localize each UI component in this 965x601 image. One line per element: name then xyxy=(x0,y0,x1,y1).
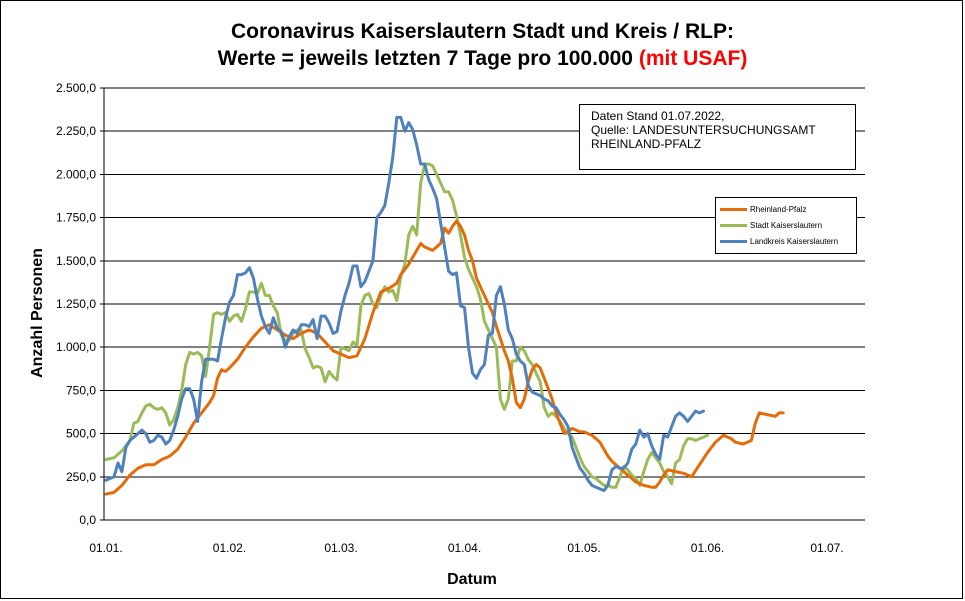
y-tick-label-2: 500,0 xyxy=(66,427,96,441)
series-line-landkreis xyxy=(104,115,705,493)
x-tick-label-3: 01.04. xyxy=(448,541,481,555)
note-line-1: Daten Stand 01.07.2022, xyxy=(591,109,725,123)
x-tick-labels: 01.01. 01.02. 01.03. 01.04. 01.05. 01.06. 01.0… xyxy=(89,541,843,555)
series-line-rlp xyxy=(104,219,785,496)
legend-swatch-rlp xyxy=(720,207,747,211)
chart-title-line1: Coronavirus Kaiserslautern Stadt und Kre… xyxy=(231,20,734,43)
chart-title-highlight: (mit USAF) xyxy=(638,47,748,70)
x-tick-label-1: 01.02. xyxy=(213,541,246,555)
y-tick-label-1: 250,0 xyxy=(66,470,96,484)
x-tick-label-0: 01.01. xyxy=(89,541,122,555)
legend-item-stadt: Stadt Kaiserslautern xyxy=(720,217,856,233)
y-tick-labels: 0,0 250,0 500,0 750,0 1.000,0 1.250,0 1.500,0 1… xyxy=(56,81,96,527)
y-tick-label-9: 2.250,0 xyxy=(56,124,96,138)
legend-label-landkreis: Landkreis Kaiserslautern xyxy=(750,236,839,246)
legend-item-landkreis: Landkreis Kaiserslautern xyxy=(720,233,856,249)
legend-item-rlp: Rheinland-Pfalz xyxy=(720,201,856,217)
gridlines xyxy=(100,87,865,521)
y-tick-label-5: 1.250,0 xyxy=(56,297,96,311)
x-axis-label: Datum xyxy=(447,571,497,588)
axes xyxy=(103,88,865,521)
legend-swatch-landkreis xyxy=(720,239,747,243)
y-tick-label-6: 1.500,0 xyxy=(56,254,96,268)
y-tick-label-4: 1.000,0 xyxy=(56,340,96,354)
y-tick-label-0: 0,0 xyxy=(79,513,96,527)
x-tick-label-2: 01.03. xyxy=(324,541,357,555)
chart-title-line2-main: Werte = jeweils letzten 7 Tage pro 100.0… xyxy=(217,47,639,70)
chart-title-line2: Werte = jeweils letzten 7 Tage pro 100.0… xyxy=(0,47,965,71)
legend-label-rlp: Rheinland-Pfalz xyxy=(750,204,807,214)
y-tick-label-7: 1.750,0 xyxy=(56,211,96,225)
series-line-stadt xyxy=(104,162,709,489)
x-tick-label-6: 01.07. xyxy=(810,541,843,555)
x-tick-label-5: 01.06. xyxy=(691,541,724,555)
data-source-note: Daten Stand 01.07.2022, Quelle: LANDESUN… xyxy=(579,104,856,170)
y-tick-label-10: 2.500,0 xyxy=(56,81,96,95)
x-tick-label-4: 01.05. xyxy=(567,541,600,555)
note-line-3: RHEINLAND-PFALZ xyxy=(591,137,702,151)
y-tick-label-8: 2.000,0 xyxy=(56,167,96,181)
y-tick-label-3: 750,0 xyxy=(66,383,96,397)
legend: Rheinland-Pfalz Stadt Kaiserslautern Lan… xyxy=(715,197,857,254)
legend-swatch-stadt xyxy=(720,223,747,227)
note-line-2: Quelle: LANDESUNTERSUCHUNGSAMT xyxy=(591,123,816,137)
y-axis-label: Anzahl Personen xyxy=(29,248,46,378)
legend-label-stadt: Stadt Kaiserslautern xyxy=(750,220,823,230)
series-lines xyxy=(104,115,785,496)
